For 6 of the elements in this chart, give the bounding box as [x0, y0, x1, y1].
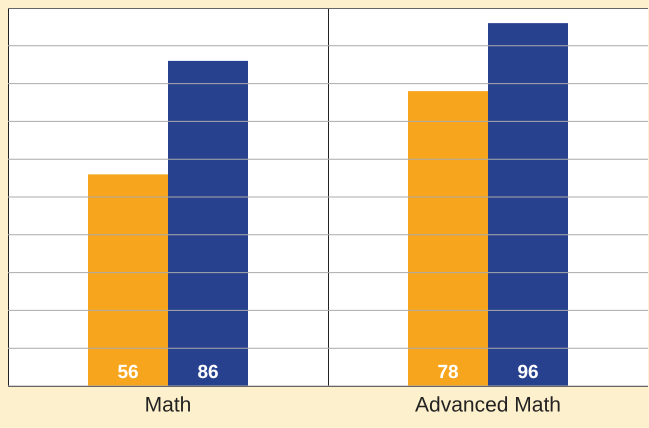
data-label: 96	[517, 362, 539, 383]
data-label: 86	[197, 362, 219, 383]
x-tick-label: Advanced Math	[415, 394, 561, 416]
data-label: 78	[437, 362, 459, 383]
data-label: 56	[117, 362, 139, 383]
x-tick-label: Math	[144, 394, 192, 416]
